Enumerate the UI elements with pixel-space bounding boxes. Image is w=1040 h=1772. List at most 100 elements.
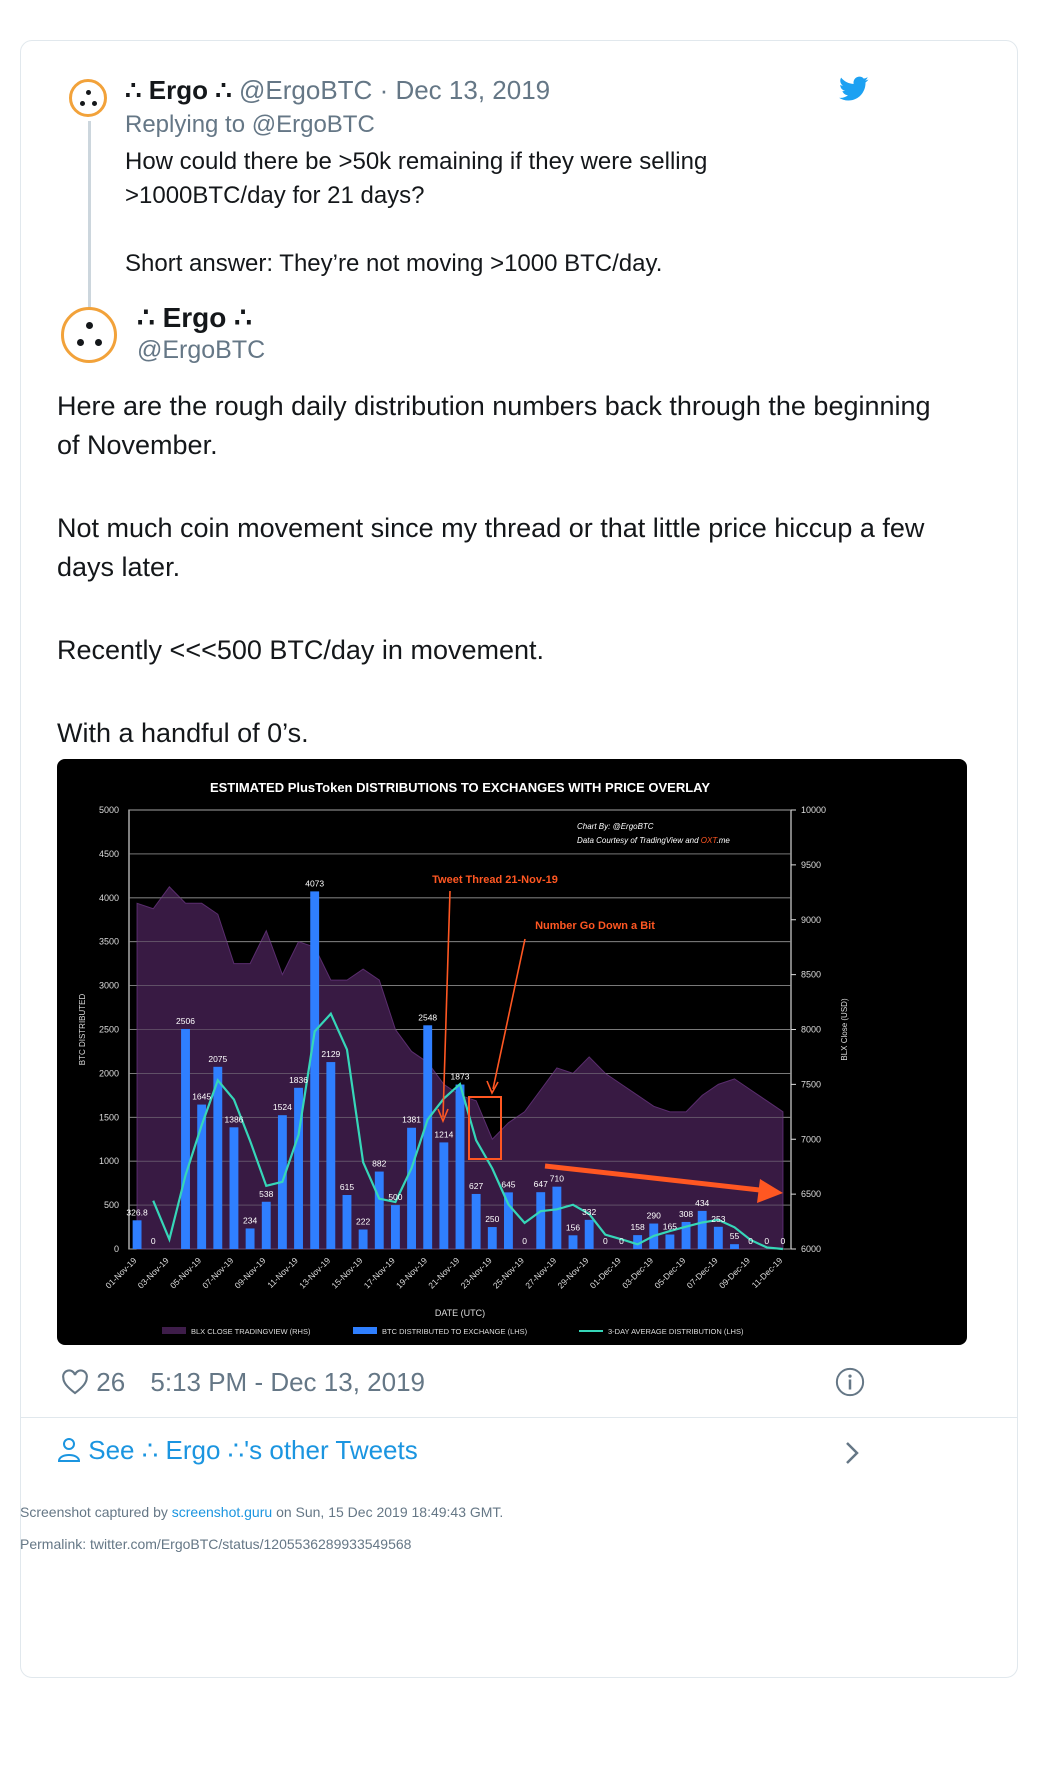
- bar: [261, 1201, 271, 1249]
- legend-swatch-bars: [353, 1327, 377, 1334]
- data-label: 882: [372, 1159, 386, 1169]
- legend-swatch-price: [162, 1327, 186, 1334]
- tweet-card: ∴ Ergo ∴ @ErgoBTC · Dec 13, 2019 Replyin…: [20, 40, 1018, 1678]
- y-tick-label: 4000: [99, 893, 119, 903]
- reply-avatar[interactable]: [69, 79, 107, 117]
- tweet-timestamp[interactable]: 5:13 PM - Dec 13, 2019: [150, 1367, 425, 1397]
- x-tick-label: 23-Nov-19: [459, 1255, 494, 1290]
- x-tick-label: 19-Nov-19: [394, 1255, 429, 1290]
- data-label: 158: [631, 1222, 645, 1232]
- y-tick-label: 3000: [99, 981, 119, 991]
- reply-text-line: Short answer: They’re not moving >1000 B…: [125, 250, 663, 277]
- data-label: 308: [679, 1209, 693, 1219]
- data-label: 2506: [176, 1016, 195, 1026]
- data-label: 2129: [321, 1049, 340, 1059]
- bar: [326, 1062, 336, 1249]
- reply-handle[interactable]: @ErgoBTC: [239, 75, 373, 105]
- x-tick-label: 27-Nov-19: [523, 1255, 558, 1290]
- see-other-label: See ∴ Ergo ∴'s other Tweets: [88, 1435, 418, 1465]
- bar: [633, 1235, 643, 1249]
- data-label: 1524: [273, 1102, 292, 1112]
- bar: [407, 1127, 417, 1249]
- data-label: 647: [534, 1179, 548, 1189]
- y-axis-label: BTC DISTRIBUTED: [78, 994, 87, 1066]
- bar: [374, 1171, 384, 1249]
- bar: [552, 1186, 562, 1249]
- bar: [342, 1195, 352, 1249]
- data-label: 253: [711, 1214, 725, 1224]
- twitter-bird-icon[interactable]: [839, 76, 869, 102]
- data-label: 2548: [418, 1012, 437, 1022]
- capture-site-link[interactable]: screenshot.guru: [171, 1504, 273, 1520]
- x-tick-label: 25-Nov-19: [491, 1255, 526, 1290]
- info-icon[interactable]: [835, 1367, 865, 1397]
- y2-tick-label: 8000: [801, 1025, 821, 1035]
- data-label: 615: [340, 1182, 354, 1192]
- annotation-number-down: Number Go Down a Bit: [535, 920, 655, 932]
- bar: [213, 1066, 223, 1249]
- x-tick-label: 11-Dec-19: [750, 1255, 785, 1290]
- data-label: 1214: [434, 1129, 453, 1139]
- data-label: 710: [550, 1174, 564, 1184]
- y2-tick-label: 6500: [801, 1189, 821, 1199]
- main-handle[interactable]: @ErgoBTC: [137, 336, 266, 364]
- data-label: 0: [764, 1236, 769, 1246]
- data-label: 0: [522, 1236, 527, 1246]
- legend-label-price: BLX CLOSE TRADINGVIEW (RHS): [191, 1327, 311, 1336]
- main-display-name[interactable]: ∴ Ergo ∴: [137, 302, 252, 333]
- annotation-arrowhead-2: [486, 1080, 499, 1095]
- bar: [503, 1192, 513, 1249]
- x-tick-label: 21-Nov-19: [426, 1255, 461, 1290]
- replying-to[interactable]: Replying to @ErgoBTC: [125, 111, 375, 138]
- reply-date[interactable]: · Dec 13, 2019: [379, 75, 551, 105]
- chevron-right-icon[interactable]: [843, 1439, 861, 1467]
- heart-icon[interactable]: [61, 1369, 89, 1395]
- y2-tick-label: 10000: [801, 805, 826, 815]
- x-tick-label: 01-Nov-19: [103, 1255, 138, 1290]
- bar: [713, 1226, 723, 1249]
- y-tick-label: 2000: [99, 1068, 119, 1078]
- main-avatar[interactable]: [61, 307, 117, 363]
- bar: [568, 1235, 578, 1249]
- bar: [730, 1244, 739, 1249]
- capture-suffix: on Sun, 15 Dec 2019 18:49:43 GMT.: [276, 1504, 504, 1520]
- bar: [423, 1025, 433, 1249]
- x-tick-label: 11-Nov-19: [265, 1255, 300, 1290]
- data-label: 434: [695, 1198, 709, 1208]
- data-label: 250: [485, 1214, 499, 1224]
- y-tick-label: 5000: [99, 805, 119, 815]
- y2-tick-label: 9000: [801, 915, 821, 925]
- data-label: 0: [603, 1236, 608, 1246]
- thread-line: [88, 121, 91, 336]
- y2-tick-label: 6000: [801, 1244, 821, 1254]
- y2-tick-label: 8500: [801, 970, 821, 980]
- data-label: 538: [259, 1189, 273, 1199]
- x-tick-label: 03-Nov-19: [136, 1255, 171, 1290]
- capture-prefix: Screenshot captured by: [20, 1504, 168, 1520]
- tweet-footer: 26 5:13 PM - Dec 13, 2019: [61, 1367, 425, 1398]
- annotation-arrow-2: [492, 938, 526, 1090]
- capture-note: Screenshot captured by screenshot.guru o…: [20, 1504, 503, 1520]
- data-label: 4073: [305, 878, 324, 888]
- like-count[interactable]: 26: [96, 1367, 126, 1397]
- data-label: 0: [619, 1236, 624, 1246]
- data-label: 1381: [402, 1115, 421, 1125]
- x-tick-label: 15-Nov-19: [329, 1255, 364, 1290]
- y-tick-label: 1500: [99, 1112, 119, 1122]
- bar: [132, 1220, 142, 1249]
- chart-image[interactable]: ESTIMATED PlusToken DISTRIBUTIONS TO EXC…: [57, 759, 967, 1345]
- y-tick-label: 500: [104, 1200, 119, 1210]
- data-label: 326.8: [126, 1207, 148, 1217]
- reply-display-name[interactable]: ∴ Ergo ∴: [125, 75, 232, 105]
- data-label: 627: [469, 1181, 483, 1191]
- bar: [487, 1227, 497, 1249]
- bar: [439, 1142, 449, 1249]
- see-other-tweets[interactable]: See ∴ Ergo ∴'s other Tweets: [57, 1435, 418, 1466]
- reply-text-line: >1000BTC/day for 21 days?: [125, 182, 425, 209]
- data-label: 1645: [192, 1092, 211, 1102]
- data-label: 1386: [224, 1114, 243, 1124]
- permalink[interactable]: Permalink: twitter.com/ErgoBTC/status/12…: [20, 1536, 412, 1552]
- x-tick-label: 09-Dec-19: [717, 1255, 752, 1290]
- data-label: 0: [748, 1236, 753, 1246]
- tweet-body: Here are the rough daily distribution nu…: [57, 387, 957, 797]
